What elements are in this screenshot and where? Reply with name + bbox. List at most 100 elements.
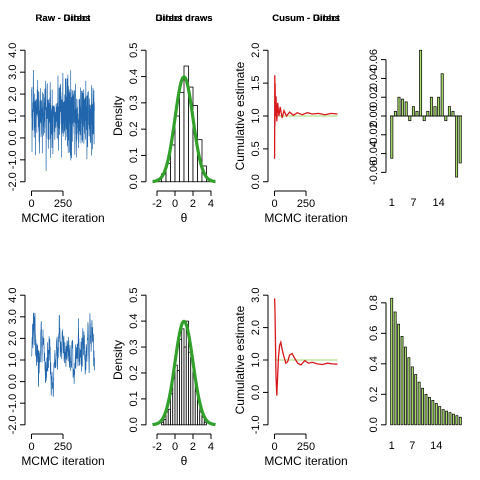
y-tick-label: 0.2 <box>368 387 380 402</box>
acf-bar <box>400 336 404 426</box>
x-tick-label: 7 <box>409 440 415 452</box>
y-tick-label: -0.02 <box>368 122 380 147</box>
x-axis-label: θ <box>181 211 188 225</box>
y-tick-label: -1.0 <box>7 150 19 169</box>
y-tick-label: 0.04 <box>368 68 380 89</box>
y-tick-label: 0.0 <box>7 374 19 389</box>
x-axis-label: MCMC iteration <box>264 211 347 225</box>
x-axis-label: θ <box>181 454 188 468</box>
density-curve <box>152 75 216 184</box>
panel-title: Raw - Direct <box>36 13 92 24</box>
acf-bar <box>417 381 421 426</box>
acf-bar <box>458 115 462 164</box>
x-tick-label: 2 <box>190 441 196 453</box>
y-tick-label: 0.06 <box>368 49 380 70</box>
y-tick-label: 4.0 <box>7 288 19 303</box>
x-tick-label: 0 <box>28 441 34 453</box>
cusum-line <box>273 298 338 396</box>
acf-bar <box>429 96 433 117</box>
y-tick-label: 0.4 <box>368 356 380 371</box>
acf-bar <box>445 410 448 426</box>
y-tick-label: 2.0 <box>7 331 19 346</box>
acf-bar <box>455 115 459 178</box>
y-tick-label: 0.5 <box>128 288 140 303</box>
panel-7: Cusum - Gibbs-1.00.01.02.03.0Cumulative … <box>233 13 348 468</box>
y-tick-label: 0.0 <box>128 174 140 189</box>
y-tick-label: 0.2 <box>128 121 140 136</box>
acf-bar <box>404 346 407 426</box>
x-tick-label: 0 <box>271 441 277 453</box>
y-tick-label: 1.5 <box>250 75 262 90</box>
panel-title: Raw - Gibbs <box>36 13 91 24</box>
histogram-bar <box>174 115 180 183</box>
trace-line <box>31 69 95 172</box>
y-tick-label: 0.8 <box>368 295 380 310</box>
x-tick-label: 0 <box>28 198 34 210</box>
y-tick-label: 4.0 <box>7 43 19 58</box>
y-tick-label: 0.0 <box>368 417 380 432</box>
acf-bar <box>437 96 441 117</box>
acf-bar <box>431 400 435 426</box>
acf-bar <box>397 323 400 426</box>
acf-bar <box>411 106 415 117</box>
x-tick-label: 1 <box>389 440 395 452</box>
panel-1: Raw - Direct -2.0 -1.0 0.0 1.0 2.0 3.0 4.0 θ 0 250… <box>0 13 105 225</box>
x-tick-label: 2 <box>190 198 196 210</box>
acf-bar <box>401 98 405 117</box>
x-tick-label: 7 <box>410 197 416 209</box>
y-tick-label: 0.4 <box>128 313 140 328</box>
panel-title: Gibbs draws <box>155 13 212 24</box>
acf-bar <box>440 73 444 117</box>
y-tick-label: -0.04 <box>368 141 380 166</box>
y-tick-label: -2.0 <box>7 415 19 434</box>
y-tick-label: 0.00 <box>368 105 380 126</box>
x-tick-label: -2 <box>152 198 162 210</box>
y-axis-label: θ <box>0 112 2 119</box>
acf-bar <box>433 106 437 117</box>
acf-bar <box>421 387 424 426</box>
panel-5: Raw - Gibbs-2.0-1.00.01.02.03.04.0θ0250M… <box>0 13 105 468</box>
x-tick-label: 250 <box>54 198 72 210</box>
y-tick-label: 0.5 <box>250 141 262 156</box>
x-tick-label: 4 <box>208 441 214 453</box>
panel-4: -0.06-0.04-0.020.000.020.040.06 1 7 14 <box>368 49 462 209</box>
density-curve <box>152 319 216 427</box>
x-tick-label: 4 <box>208 198 214 210</box>
y-tick-label: 0.6 <box>368 326 380 341</box>
acf-bar <box>415 110 419 117</box>
x-tick-label: 0 <box>172 198 178 210</box>
y-tick-label: 3.0 <box>7 309 19 324</box>
y-tick-label: 0.4 <box>128 69 140 84</box>
histogram-bar <box>203 421 207 426</box>
acf-bar <box>424 393 428 426</box>
panel-8: 0.0 0.2 0.4 0.6 0.8 1 7 14 <box>368 295 462 452</box>
acf-bar <box>390 115 394 159</box>
acf-bar <box>428 397 431 426</box>
panel-title: Cusum - Gibbs <box>272 13 340 24</box>
acf-bar <box>455 415 459 426</box>
x-tick-label: 0 <box>271 198 277 210</box>
acf-bar <box>390 297 394 426</box>
y-axis-label: Density <box>111 96 125 136</box>
x-tick-label: 0 <box>172 441 178 453</box>
y-tick-label: -0.06 <box>368 160 380 185</box>
panel-2: Direct draws 0.0 0.1 0.2 0.3 0.4 0.5 Density -2 0… <box>111 13 216 225</box>
acf-bar <box>404 101 408 117</box>
y-tick-label: 2.0 <box>250 320 262 335</box>
acf-bar <box>419 49 423 117</box>
y-tick-label: -1.0 <box>7 394 19 413</box>
x-tick-label: 14 <box>430 440 442 452</box>
y-tick-label: -2.0 <box>7 172 19 191</box>
acf-bar <box>441 409 445 426</box>
y-axis-label: Cumulative estimate <box>233 305 247 414</box>
x-tick-label: 250 <box>297 441 315 453</box>
y-tick-label: 0.0 <box>7 130 19 145</box>
y-tick-label: 0.0 <box>250 174 262 189</box>
acf-bar <box>414 374 418 426</box>
y-tick-label: 0.3 <box>128 95 140 110</box>
y-tick-label: 0.5 <box>128 43 140 58</box>
y-tick-label: 1.0 <box>250 108 262 123</box>
y-axis-label: Cumulative estimate <box>233 61 247 170</box>
